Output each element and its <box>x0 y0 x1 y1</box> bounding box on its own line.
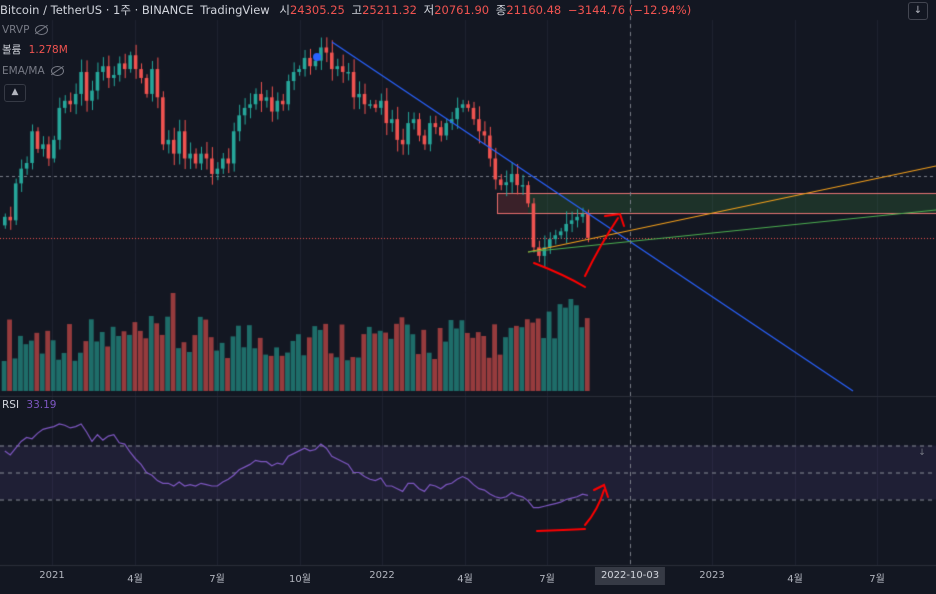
x-tick-label: 2021 <box>39 570 65 581</box>
x-tick-label: 7월 <box>869 574 885 585</box>
eye-hidden-icon[interactable] <box>35 25 49 35</box>
chevron-up-icon[interactable]: ▲ <box>4 84 26 102</box>
x-tick-label: 7월 <box>209 574 225 585</box>
rsi-value: 33.19 <box>26 399 57 411</box>
close-value: 21160.48 <box>506 3 562 17</box>
volume-value: 1.278M <box>28 44 68 56</box>
x-tick-label: 4월 <box>457 574 473 585</box>
high-value: 25211.32 <box>362 3 417 17</box>
ema-indicator[interactable]: EMA/MA <box>2 62 64 80</box>
symbol-title: Bitcoin / TetherUS · 1주 · BINANCE <box>0 3 194 17</box>
x-tick-label: 2023 <box>699 570 725 581</box>
low-value: 20761.90 <box>434 3 490 17</box>
x-tick-label: 2022 <box>369 570 395 581</box>
volume-label: 볼륨 <box>2 44 22 56</box>
brand-label: TradingView <box>200 3 270 17</box>
vrvp-label: VRVP <box>2 24 30 36</box>
x-tick-label: 10월 <box>289 574 311 585</box>
chevron-down-icon[interactable]: ↓ <box>918 448 926 458</box>
volume-indicator[interactable]: 볼륨 1.278M <box>2 41 68 59</box>
low-label: 저 <box>423 3 435 17</box>
x-tick-label: 4월 <box>127 574 143 585</box>
high-label: 고 <box>351 3 363 17</box>
ohlc-legend: Bitcoin / TetherUS · 1주 · BINANCE Tradin… <box>0 0 694 20</box>
x-tick-label: 4월 <box>787 574 803 585</box>
open-value: 24305.25 <box>289 3 345 17</box>
change-value: −3144.76 (−12.94%) <box>567 3 692 17</box>
eye-hidden-icon[interactable] <box>50 66 64 76</box>
crosshair-date-label: 2022-10-03 <box>594 567 666 585</box>
rsi-legend[interactable]: RSI 33.19 <box>2 399 56 411</box>
open-label: 시 <box>279 3 290 17</box>
chevron-down-icon[interactable]: ↓ <box>908 2 928 20</box>
close-label: 종 <box>495 3 507 17</box>
vrvp-indicator[interactable]: VRVP <box>2 21 49 39</box>
rsi-label: RSI <box>2 399 20 411</box>
x-tick-label: 7월 <box>539 574 555 585</box>
ema-label: EMA/MA <box>2 65 45 77</box>
